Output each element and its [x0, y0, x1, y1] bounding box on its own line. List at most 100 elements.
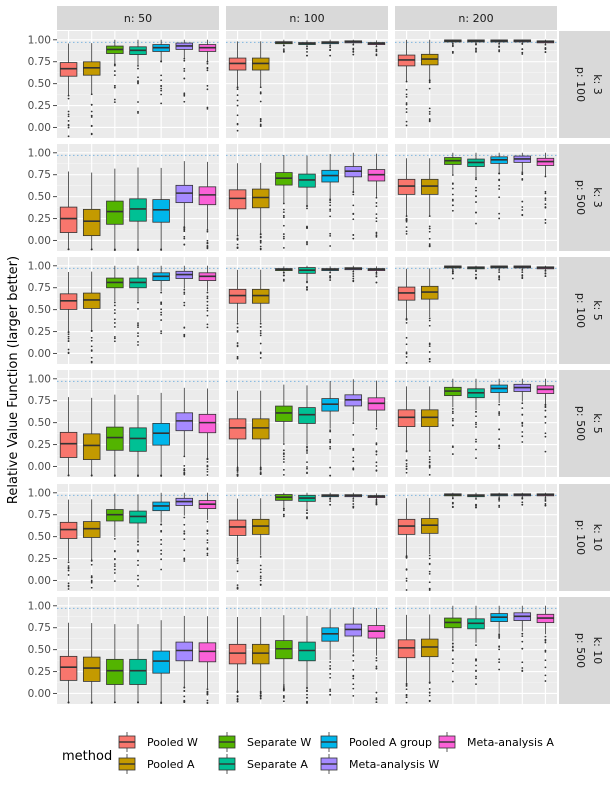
outlier-point [183, 516, 186, 519]
box-pooled-a [420, 497, 439, 591]
box-pooled-a [251, 390, 270, 476]
outlier-point [183, 523, 186, 526]
outlier-point [521, 667, 524, 669]
legend: method Pooled W Pooled A Separate W Separat… [62, 732, 554, 774]
outlier-point [428, 107, 431, 110]
box-pooled-w [397, 268, 416, 364]
outlier-point [329, 500, 332, 503]
outlier-point [329, 245, 332, 247]
y-tick-label: 1.00 [28, 487, 51, 499]
outlier-point [236, 342, 239, 344]
y-tick-label: 0.50 [28, 191, 51, 203]
outlier-point [375, 45, 378, 48]
outlier-point [428, 557, 431, 560]
outlier-point [521, 48, 524, 50]
outlier-point [451, 198, 454, 201]
outlier-point [113, 248, 116, 251]
outlier-point [521, 661, 524, 664]
outlier-point [329, 46, 332, 49]
facet-panel [57, 144, 219, 252]
box-separate-a [298, 40, 316, 57]
outlier-point [90, 116, 93, 118]
box-body [275, 640, 293, 660]
outlier-point [183, 288, 186, 291]
box-separate-w [275, 492, 293, 518]
outlier-point [405, 568, 408, 571]
box-pooled-a-group [490, 39, 508, 53]
box-body [420, 638, 439, 658]
outlier-point [206, 547, 209, 550]
outlier-point [498, 633, 501, 636]
box-separate-a [298, 615, 316, 704]
box-pooled-w [228, 269, 247, 360]
facet-panel [57, 597, 219, 705]
outlier-point [183, 686, 186, 689]
outlier-point [206, 107, 209, 110]
outlier-point [544, 406, 547, 409]
outlier-point [352, 677, 355, 680]
box-pooled-a [82, 397, 101, 477]
outlier-point [498, 271, 501, 274]
outlier-point [206, 699, 209, 702]
outlier-point [544, 190, 547, 193]
outlier-point [183, 689, 186, 692]
outlier-point [113, 336, 116, 338]
outlier-point [544, 416, 547, 418]
outlier-point [67, 115, 70, 118]
outlier-point [375, 234, 378, 237]
outlier-point [183, 301, 186, 304]
outlier-point [475, 683, 477, 685]
outlier-point [451, 424, 454, 427]
outlier-point [352, 460, 355, 463]
outlier-point [405, 232, 408, 235]
outlier-point [521, 171, 524, 174]
outlier-point [236, 322, 239, 325]
box-pooled-w [228, 498, 247, 590]
outlier-point [405, 230, 408, 233]
outlier-point [498, 504, 501, 507]
box-pooled-a [420, 614, 439, 703]
outlier-point [475, 176, 477, 179]
outlier-point [259, 468, 262, 471]
box-meta-analysis-a [367, 380, 386, 472]
row-strip-p-label: p: 500 [574, 633, 587, 668]
outlier-point [282, 44, 285, 47]
outlier-point [206, 460, 209, 463]
outlier-point [137, 76, 139, 79]
outlier-point [113, 326, 116, 328]
outlier-point [282, 461, 285, 463]
outlier-point [352, 193, 355, 196]
outlier-point [405, 688, 408, 691]
facet-panel [395, 597, 557, 704]
box-body [129, 198, 147, 222]
y-tick-label: 0.75 [28, 622, 51, 634]
outlier-point [544, 403, 547, 406]
outlier-point [113, 308, 116, 311]
y-tick-label: 0.00 [28, 575, 51, 587]
outlier-point [90, 93, 93, 96]
outlier-point [137, 550, 139, 553]
outlier-point [375, 196, 378, 199]
outlier-point [352, 468, 355, 471]
outlier-point [352, 422, 355, 425]
outlier-point [113, 74, 116, 77]
y-tick-label: 0.25 [28, 666, 51, 678]
outlier-point [475, 178, 477, 181]
outlier-point [329, 54, 332, 57]
y-tick-label: 1.00 [28, 600, 51, 612]
outlier-point [160, 60, 163, 63]
outlier-point [498, 648, 501, 651]
outlier-point [306, 467, 308, 470]
box-separate-a [129, 167, 147, 251]
box-body [106, 426, 124, 451]
y-axes-layer: 0.00 0.25 0.50 0.75 1.00 0.00 0.25 0.50 0.75 1.00… [28, 34, 57, 700]
outlier-point [498, 635, 501, 638]
box-pooled-a-group [321, 266, 339, 281]
box-pooled-a [251, 41, 270, 128]
outlier-point [475, 186, 477, 189]
outlier-point [521, 425, 524, 427]
outlier-point [67, 97, 70, 100]
outlier-point [352, 654, 355, 657]
y-tick-label: 0.75 [28, 169, 51, 181]
outlier-point [67, 582, 70, 585]
